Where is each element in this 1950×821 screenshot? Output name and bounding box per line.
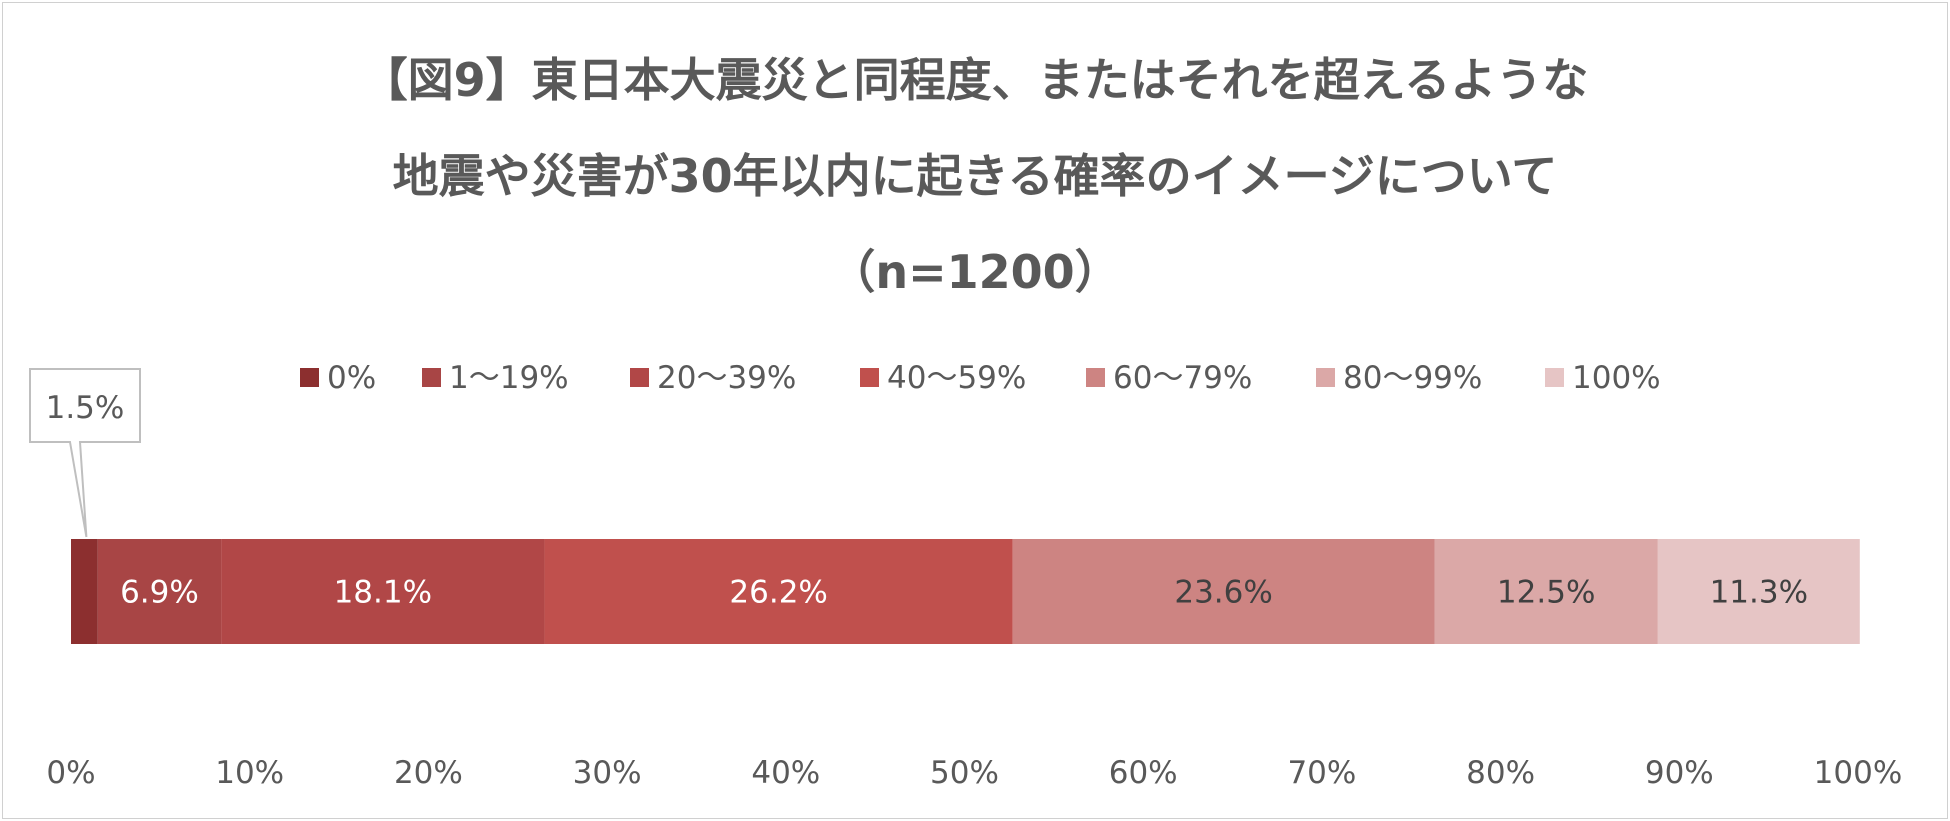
callout-label: 1.5%: [46, 390, 125, 426]
x-tick-label-6: 60%: [1109, 755, 1178, 791]
data-label-4: 23.6%: [1174, 575, 1272, 611]
legend-swatch-4: [1086, 368, 1105, 387]
bar-segment-6: [1657, 539, 1860, 644]
x-tick-label-7: 70%: [1287, 755, 1356, 791]
x-tick-label-0: 0%: [46, 755, 95, 791]
data-label-6: 11.3%: [1710, 575, 1808, 611]
x-tick-label-9: 90%: [1645, 755, 1714, 791]
legend-swatch-5: [1316, 368, 1335, 387]
legend-label-1: 1～19%: [449, 360, 569, 396]
data-label-5: 12.5%: [1497, 575, 1595, 611]
legend-swatch-0: [300, 368, 319, 387]
data-label-2: 18.1%: [334, 575, 432, 611]
bar-segment-0: [71, 539, 98, 644]
x-tick-label-4: 40%: [751, 755, 820, 791]
x-tick-label-2: 20%: [394, 755, 463, 791]
bar-segment-1: [97, 539, 222, 644]
legend-label-0: 0%: [327, 360, 376, 396]
x-tick-label-3: 30%: [573, 755, 642, 791]
bar-segment-4: [1012, 539, 1435, 644]
data-label-1: 6.9%: [120, 575, 199, 611]
x-tick-label-5: 50%: [930, 755, 999, 791]
legend-label-3: 40～59%: [887, 360, 1026, 396]
bar-segment-2: [221, 539, 545, 644]
bar-segment-5: [1434, 539, 1658, 644]
x-tick-label-10: 100%: [1814, 755, 1903, 791]
legend-label-4: 60～79%: [1113, 360, 1252, 396]
x-tick-label-1: 10%: [215, 755, 284, 791]
chart-title-line-3: （n=1200）: [829, 245, 1121, 299]
legend-swatch-6: [1545, 368, 1564, 387]
legend-swatch-1: [422, 368, 441, 387]
legend-label-2: 20～39%: [657, 360, 796, 396]
legend-label-5: 80～99%: [1343, 360, 1482, 396]
legend-label-6: 100%: [1572, 360, 1661, 396]
legend-swatch-2: [630, 368, 649, 387]
data-label-3: 26.2%: [729, 575, 827, 611]
legend-swatch-3: [860, 368, 879, 387]
x-tick-label-8: 80%: [1466, 755, 1535, 791]
callout-box: [29, 368, 141, 538]
bar-segment-3: [544, 539, 1013, 644]
chart-title-line-1: 【図9】東日本大震災と同程度、またはそれを超えるような: [361, 53, 1589, 107]
chart-title-line-2: 地震や災害が30年以内に起きる確率のイメージについて: [392, 149, 1558, 203]
